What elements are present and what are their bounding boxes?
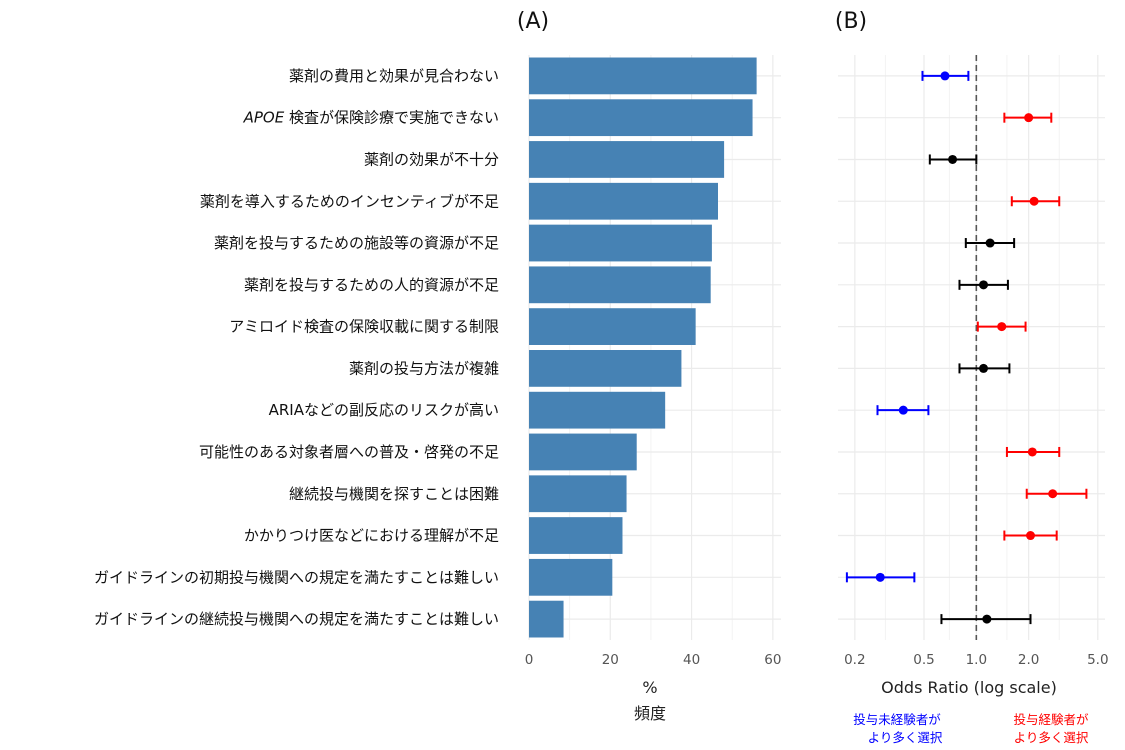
category-label: ガイドラインの継続投与機関への規定を満たすことは難しい <box>94 610 499 628</box>
panel-a-x-ticks: 0 20 40 60 <box>525 652 782 668</box>
bar <box>529 433 637 471</box>
odds-ratio-point-group <box>976 321 1027 332</box>
category-label: 可能性のある対象者層への普及・啓発の不足 <box>199 443 499 461</box>
odds-ratio-point-group <box>928 154 978 165</box>
note-fewer-experienced-line1: 投与未経験者が <box>853 712 941 727</box>
odds-ratio-point-group <box>1003 530 1058 541</box>
odds-ratio-point <box>1048 489 1058 499</box>
odds-ratio-point <box>875 572 885 582</box>
category-label: 薬剤の費用と効果が見合わない <box>289 67 499 85</box>
note-more-experienced-line1: 投与経験者が <box>1013 712 1089 727</box>
odds-ratio-point-group <box>1025 488 1088 499</box>
odds-ratio-point-group <box>964 238 1016 249</box>
category-label: アミロイド検査の保険収載に関する制限 <box>229 318 499 336</box>
odds-ratio-point-group <box>845 572 916 583</box>
bar <box>529 141 725 178</box>
category-label: 薬剤の投与方法が複雑 <box>349 359 499 377</box>
category-label: ガイドラインの初期投与機関への規定を満たすことは難しい <box>94 568 499 586</box>
panel-a-tick-label: 60 <box>764 652 781 668</box>
odds-ratio-point <box>985 238 995 248</box>
category-label: かかりつけ医などにおける理解が不足 <box>244 527 499 545</box>
bar <box>529 391 666 429</box>
panel-a-category-labels: 薬剤の費用と効果が見合わない APOE 検査が保険診療で実施できない薬剤の効果が不… <box>94 67 499 628</box>
bar <box>529 475 627 513</box>
panel-a-tick-label: 40 <box>683 652 700 668</box>
odds-ratio-point-group <box>958 279 1009 290</box>
panel-b-forest-plot: 0.2 0.5 1.0 2.0 5.0 (B) Odds Ratio (log scal… <box>835 9 1109 745</box>
odds-ratio-point-group <box>940 614 1032 625</box>
panel-b-tick-label: 1.0 <box>966 652 987 668</box>
bar <box>529 308 696 345</box>
panel-b-tick-label: 2.0 <box>1018 652 1039 668</box>
bar <box>529 99 753 137</box>
panel-a-x-axis-subtitle: 頻度 <box>634 704 666 723</box>
panel-a-tick-label: 0 <box>525 652 534 668</box>
odds-ratio-point <box>1027 447 1037 457</box>
category-label: APOE 検査が保険診療で実施できない <box>243 109 499 127</box>
bar <box>529 266 711 304</box>
panel-a-bars <box>529 57 757 638</box>
bar <box>529 600 564 638</box>
odds-ratio-point-group <box>1003 112 1053 123</box>
panel-b-x-axis-title: Odds Ratio (log scale) <box>881 678 1057 697</box>
panel-b-tick-label: 0.2 <box>844 652 865 668</box>
category-label: 薬剤を導入するためのインセンティブが不足 <box>200 192 499 210</box>
odds-ratio-point <box>940 71 950 81</box>
odds-ratio-point <box>1029 196 1039 206</box>
panel-a-tick-label: 20 <box>602 652 619 668</box>
bar <box>529 57 757 95</box>
odds-ratio-point <box>898 405 908 415</box>
panel-b-tick-label: 5.0 <box>1087 652 1108 668</box>
panel-b-x-ticks: 0.2 0.5 1.0 2.0 5.0 <box>844 652 1108 668</box>
bar <box>529 182 718 220</box>
panel-b-points <box>845 70 1088 625</box>
odds-ratio-point-group <box>958 363 1011 374</box>
odds-ratio-point <box>982 614 992 624</box>
panel-a-bar-chart: 薬剤の費用と効果が見合わない APOE 検査が保険診療で実施できない薬剤の効果が不… <box>94 9 781 723</box>
bar <box>529 350 682 387</box>
note-more-experienced-line2: より多く選択 <box>1014 730 1089 745</box>
category-label: 継続投与機関を探すことは困難 <box>289 485 499 503</box>
odds-ratio-point-group <box>876 405 930 416</box>
odds-ratio-point <box>1024 113 1034 123</box>
odds-ratio-point-group <box>921 70 970 81</box>
odds-ratio-point-group <box>1005 446 1061 457</box>
category-label: 薬剤を投与するための施設等の資源が不足 <box>214 234 499 252</box>
note-fewer-experienced-line2: より多く選択 <box>868 730 943 745</box>
panel-b-tick-label: 0.5 <box>913 652 934 668</box>
panel-b-title: (B) <box>835 9 867 34</box>
panel-b-gridlines <box>838 55 1105 640</box>
bar <box>529 558 613 596</box>
odds-ratio-point <box>1026 531 1036 541</box>
bar <box>529 517 623 554</box>
panel-a-x-axis-title: % <box>642 678 657 697</box>
odds-ratio-point <box>979 280 989 290</box>
category-label: 薬剤を投与するための人的資源が不足 <box>244 276 499 294</box>
panel-a-title: (A) <box>517 9 549 34</box>
odds-ratio-point <box>948 154 958 164</box>
odds-ratio-point-group <box>1010 196 1061 207</box>
bar <box>529 224 712 262</box>
odds-ratio-point <box>979 363 989 373</box>
category-label: 薬剤の効果が不十分 <box>364 150 499 168</box>
odds-ratio-point <box>997 322 1007 332</box>
category-label: ARIAなどの副反応のリスクが高い <box>269 401 499 419</box>
